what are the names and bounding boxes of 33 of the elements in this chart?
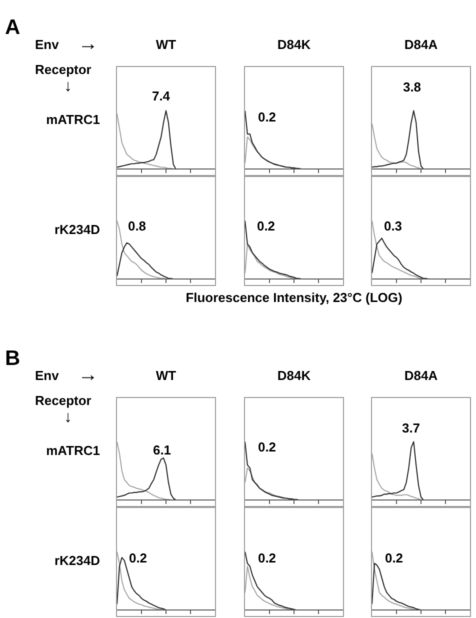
text: → bbox=[78, 33, 98, 56]
y-axis-title: mATRC1 bbox=[45, 112, 100, 127]
annotation: 0.3 bbox=[384, 218, 402, 234]
chart-title: D84K bbox=[276, 37, 312, 52]
text: Env bbox=[35, 368, 59, 383]
chart-title: D84A bbox=[403, 37, 439, 52]
text: B bbox=[5, 347, 20, 371]
annotation: 0.8 bbox=[128, 218, 146, 234]
text: Receptor bbox=[35, 393, 92, 408]
text: 7.4 bbox=[152, 88, 170, 104]
x-axis-title: Fluorescence Intensity, 23°C (LOG) bbox=[184, 290, 404, 305]
text: Env bbox=[35, 37, 59, 52]
y-axis-title: rK234D bbox=[53, 553, 100, 568]
text: A bbox=[5, 16, 20, 40]
annotation: 0.2 bbox=[128, 550, 148, 566]
annotation: 0.2 bbox=[384, 550, 404, 566]
text: 3.7 bbox=[402, 420, 420, 436]
chart-title: WT bbox=[154, 37, 178, 52]
annotation: 6.1 bbox=[152, 442, 172, 458]
text: Receptor bbox=[35, 62, 92, 77]
annotation: 0.2 bbox=[258, 440, 276, 454]
annotation: 0.2 bbox=[258, 550, 276, 566]
annotation: 0.2 bbox=[258, 110, 276, 124]
annotation: 0.2 bbox=[256, 218, 276, 234]
text: ↓ bbox=[64, 409, 72, 427]
chart-title: D84A bbox=[403, 368, 439, 383]
text: → bbox=[78, 364, 98, 387]
y-axis-title: mATRC1 bbox=[45, 443, 100, 458]
chart-title: WT bbox=[154, 368, 178, 383]
text: ↓ bbox=[64, 78, 72, 96]
text: 3.8 bbox=[402, 80, 422, 94]
y-axis-title: rK234D bbox=[53, 222, 100, 237]
chart-title: D84K bbox=[276, 368, 312, 383]
